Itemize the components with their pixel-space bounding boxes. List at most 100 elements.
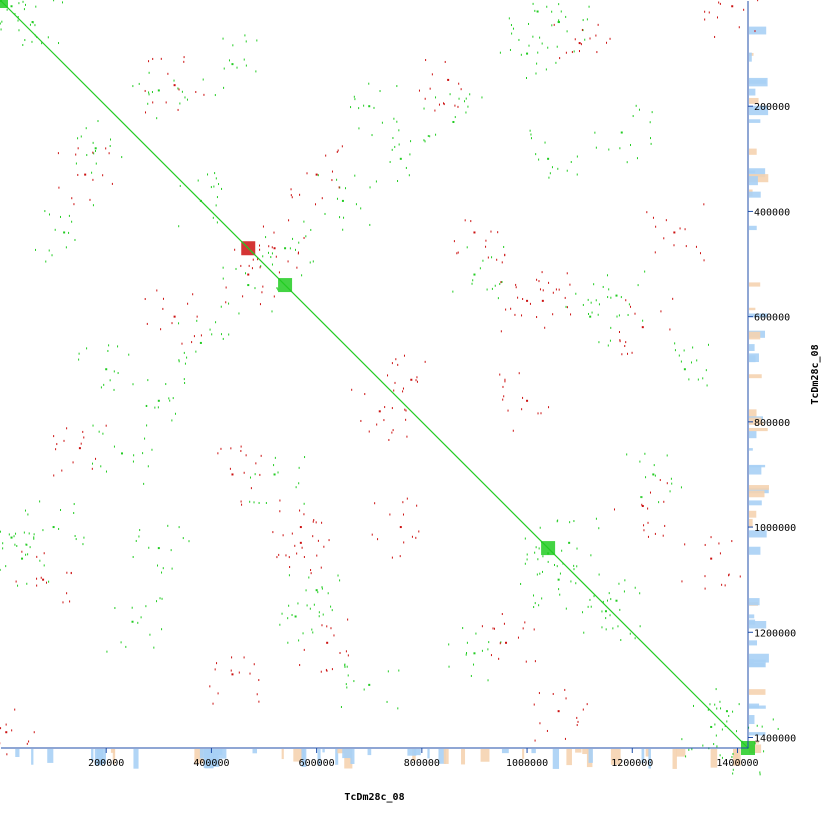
- coverage-bar-bottom: [588, 749, 593, 763]
- forward-match-dot: [590, 554, 592, 557]
- reverse-match-dot: [321, 521, 323, 524]
- forward-match-dot: [281, 612, 283, 615]
- reverse-match-dot: [679, 227, 681, 230]
- reverse-match-dot: [391, 362, 393, 365]
- forward-match-dot: [157, 564, 159, 567]
- reverse-match-dot: [536, 316, 538, 319]
- forward-match-dot: [369, 223, 371, 226]
- forward-match-point: [526, 52, 529, 55]
- forward-match-dot: [2, 547, 4, 550]
- coverage-bar-right: [749, 409, 757, 420]
- forward-match-dot: [222, 277, 224, 280]
- reverse-match-dot: [183, 60, 185, 63]
- forward-match-dot: [487, 679, 489, 682]
- forward-match-dot: [539, 36, 541, 39]
- forward-match-dot: [595, 146, 597, 149]
- reverse-match-dot: [102, 174, 104, 177]
- forward-match-dot: [0, 28, 2, 31]
- forward-match-dot: [65, 246, 67, 249]
- reverse-match-dot: [279, 499, 281, 502]
- forward-match-dot: [218, 183, 220, 186]
- forward-match-dot: [590, 301, 592, 304]
- coverage-bar-right: [749, 659, 754, 666]
- reverse-match-dot: [552, 313, 554, 316]
- reverse-match-dot: [165, 101, 167, 104]
- reverse-match-dot: [95, 457, 97, 460]
- reverse-match-dot: [539, 722, 541, 725]
- reverse-match-dot: [306, 172, 308, 175]
- forward-match-dot: [363, 104, 365, 107]
- forward-match-dot: [576, 547, 578, 550]
- forward-match-dot: [144, 437, 146, 440]
- forward-match-dot: [534, 602, 536, 605]
- forward-match-dot: [547, 560, 549, 563]
- forward-match-dot: [697, 378, 699, 381]
- reverse-match-dot: [499, 373, 501, 376]
- forward-match-dot: [719, 754, 721, 757]
- reverse-match-dot: [259, 244, 261, 247]
- reverse-match-dot: [276, 556, 278, 559]
- reverse-match-dot: [499, 642, 501, 645]
- forward-match-dot: [518, 38, 520, 41]
- forward-match-dot: [245, 64, 247, 67]
- reverse-match-point: [410, 378, 413, 381]
- reverse-match-dot: [248, 264, 250, 267]
- reverse-match-dot: [278, 553, 280, 556]
- forward-match-dot: [471, 282, 473, 285]
- x-tick-label: 600000: [299, 758, 335, 769]
- reverse-match-dot: [256, 693, 258, 696]
- forward-match-dot: [210, 186, 212, 189]
- reverse-match-dot: [33, 731, 35, 734]
- forward-match-dot: [303, 220, 305, 223]
- coverage-bar-bottom: [438, 749, 447, 764]
- forward-match-dot: [169, 399, 171, 402]
- reverse-match-dot: [40, 576, 42, 579]
- reverse-match-dot: [669, 328, 671, 331]
- forward-match-dot: [472, 279, 474, 282]
- forward-match-dot: [566, 30, 568, 33]
- forward-match-dot: [452, 290, 454, 293]
- reverse-match-dot: [310, 572, 312, 575]
- forward-match-dot: [109, 379, 111, 382]
- forward-match-dot: [669, 490, 671, 493]
- forward-match-dot: [358, 107, 360, 110]
- forward-match-dot: [178, 322, 180, 325]
- forward-match-dot: [318, 611, 320, 614]
- reverse-match-dot: [576, 716, 578, 719]
- forward-match-dot: [302, 632, 304, 635]
- forward-match-dot: [650, 137, 652, 140]
- forward-match-dot: [576, 565, 578, 568]
- forward-match-dot: [634, 637, 636, 640]
- forward-match-dot: [53, 0, 55, 2]
- forward-match-dot: [610, 296, 612, 299]
- reverse-match-dot: [240, 449, 242, 452]
- forward-match-dot: [602, 285, 604, 288]
- forward-match-dot: [548, 176, 550, 179]
- reverse-match-dot: [580, 43, 582, 46]
- reverse-match-dot: [663, 500, 665, 503]
- reverse-match-dot: [738, 26, 740, 29]
- coverage-bar-right: [749, 168, 766, 178]
- forward-match-dot: [249, 500, 251, 503]
- coverage-bar-right: [749, 640, 758, 646]
- forward-match-dot: [500, 641, 502, 644]
- reverse-match-dot: [258, 700, 260, 703]
- reverse-match-point: [557, 710, 560, 713]
- reverse-match-dot: [258, 679, 260, 682]
- reverse-match-dot: [481, 625, 483, 628]
- forward-match-dot: [387, 670, 389, 673]
- reverse-match-dot: [555, 288, 557, 291]
- reverse-match-dot: [624, 345, 626, 348]
- reverse-match-dot: [315, 521, 317, 524]
- forward-match-dot: [588, 5, 590, 8]
- forward-match-dot: [228, 302, 230, 305]
- coverage-bar-right: [749, 598, 760, 606]
- forward-match-dot: [145, 404, 147, 407]
- forward-match-dot: [486, 288, 488, 291]
- reverse-match-dot: [89, 198, 91, 201]
- forward-match-dot: [305, 589, 307, 592]
- forward-match-dot: [619, 147, 621, 150]
- reverse-match-dot: [234, 248, 236, 251]
- forward-match-dot: [748, 726, 750, 729]
